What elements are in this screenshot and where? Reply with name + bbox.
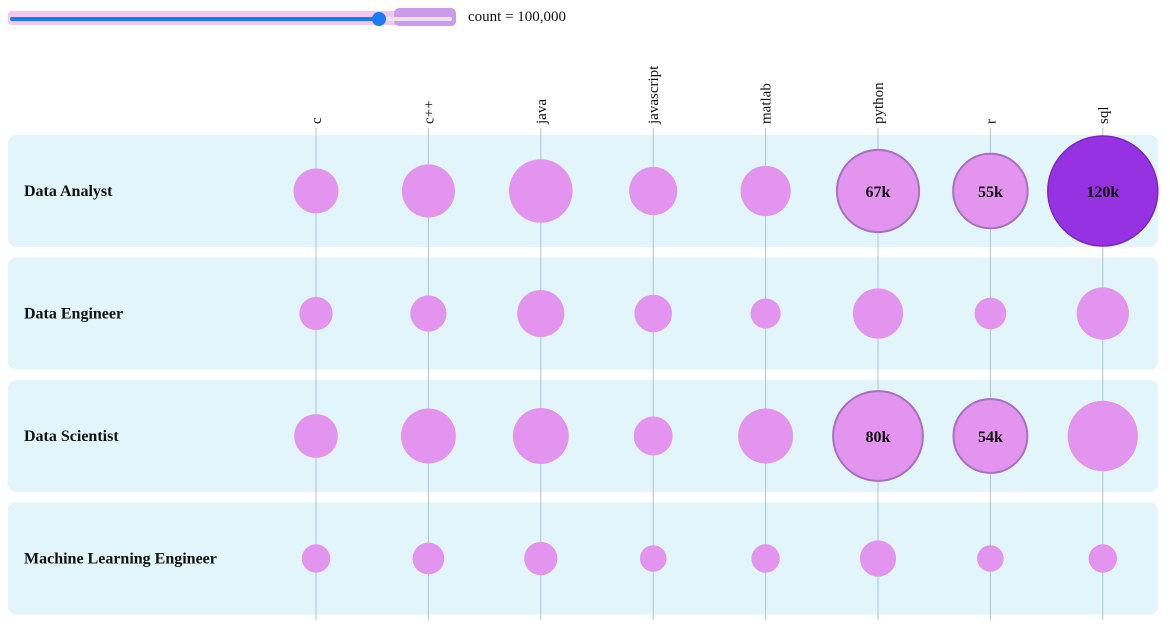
- bubble: [952, 398, 1029, 474]
- column-label: r: [983, 119, 999, 124]
- bubble: [634, 294, 672, 333]
- bubble: [750, 298, 781, 329]
- bubble: [400, 408, 456, 464]
- column-label: c: [309, 117, 325, 124]
- column-label: matlab: [759, 83, 775, 124]
- bubble: [509, 159, 573, 223]
- bubble: [835, 148, 921, 234]
- bubble: [410, 295, 447, 332]
- column-label: sql: [1096, 106, 1112, 124]
- bubble: [738, 408, 794, 464]
- slider-remaining-track: [384, 17, 452, 21]
- slider-thumb[interactable]: [371, 12, 386, 26]
- bubble: [977, 545, 1004, 572]
- slider-fill: [10, 17, 375, 21]
- bubble: [401, 164, 455, 218]
- bubble: [1076, 287, 1129, 340]
- row-label: Data Scientist: [24, 428, 119, 445]
- bubble: [639, 545, 667, 572]
- bubble: [412, 542, 445, 575]
- bubble-label: 55k: [978, 184, 1003, 201]
- row-label: Data Analyst: [24, 183, 113, 200]
- bubble: [1088, 544, 1118, 573]
- count-slider[interactable]: [8, 8, 458, 28]
- bubble: [1047, 135, 1159, 247]
- bubble: [301, 544, 331, 573]
- bubble: [299, 296, 333, 331]
- bubble: [740, 165, 791, 217]
- row-band: [8, 257, 1158, 370]
- bubble: [629, 166, 678, 216]
- column-label: java: [534, 99, 550, 125]
- bubble-label: 80k: [866, 429, 891, 446]
- bubble: [517, 289, 565, 338]
- bubble: [859, 540, 897, 577]
- bubble: [751, 544, 780, 573]
- bubble: [294, 414, 338, 458]
- column-label: c++: [421, 100, 437, 124]
- bubble-label: 120k: [1086, 184, 1119, 201]
- bubble: [1067, 400, 1138, 472]
- bubble: [974, 297, 1007, 330]
- bubble: [852, 288, 904, 339]
- bubble: [512, 408, 569, 464]
- bubble-label: 67k: [866, 184, 891, 201]
- row-band: [8, 502, 1158, 615]
- bubble-label: 54k: [978, 429, 1003, 446]
- bubble: [832, 390, 924, 482]
- bubble: [524, 541, 558, 576]
- bubble: [633, 416, 673, 456]
- bubble: [293, 168, 339, 214]
- column-label: javascript: [646, 65, 662, 125]
- column-label: python: [871, 82, 887, 124]
- bubble: [952, 152, 1029, 230]
- row-label: Machine Learning Engineer: [24, 551, 217, 568]
- row-label: Data Engineer: [24, 306, 123, 323]
- count-label: count = 100,000: [468, 9, 567, 25]
